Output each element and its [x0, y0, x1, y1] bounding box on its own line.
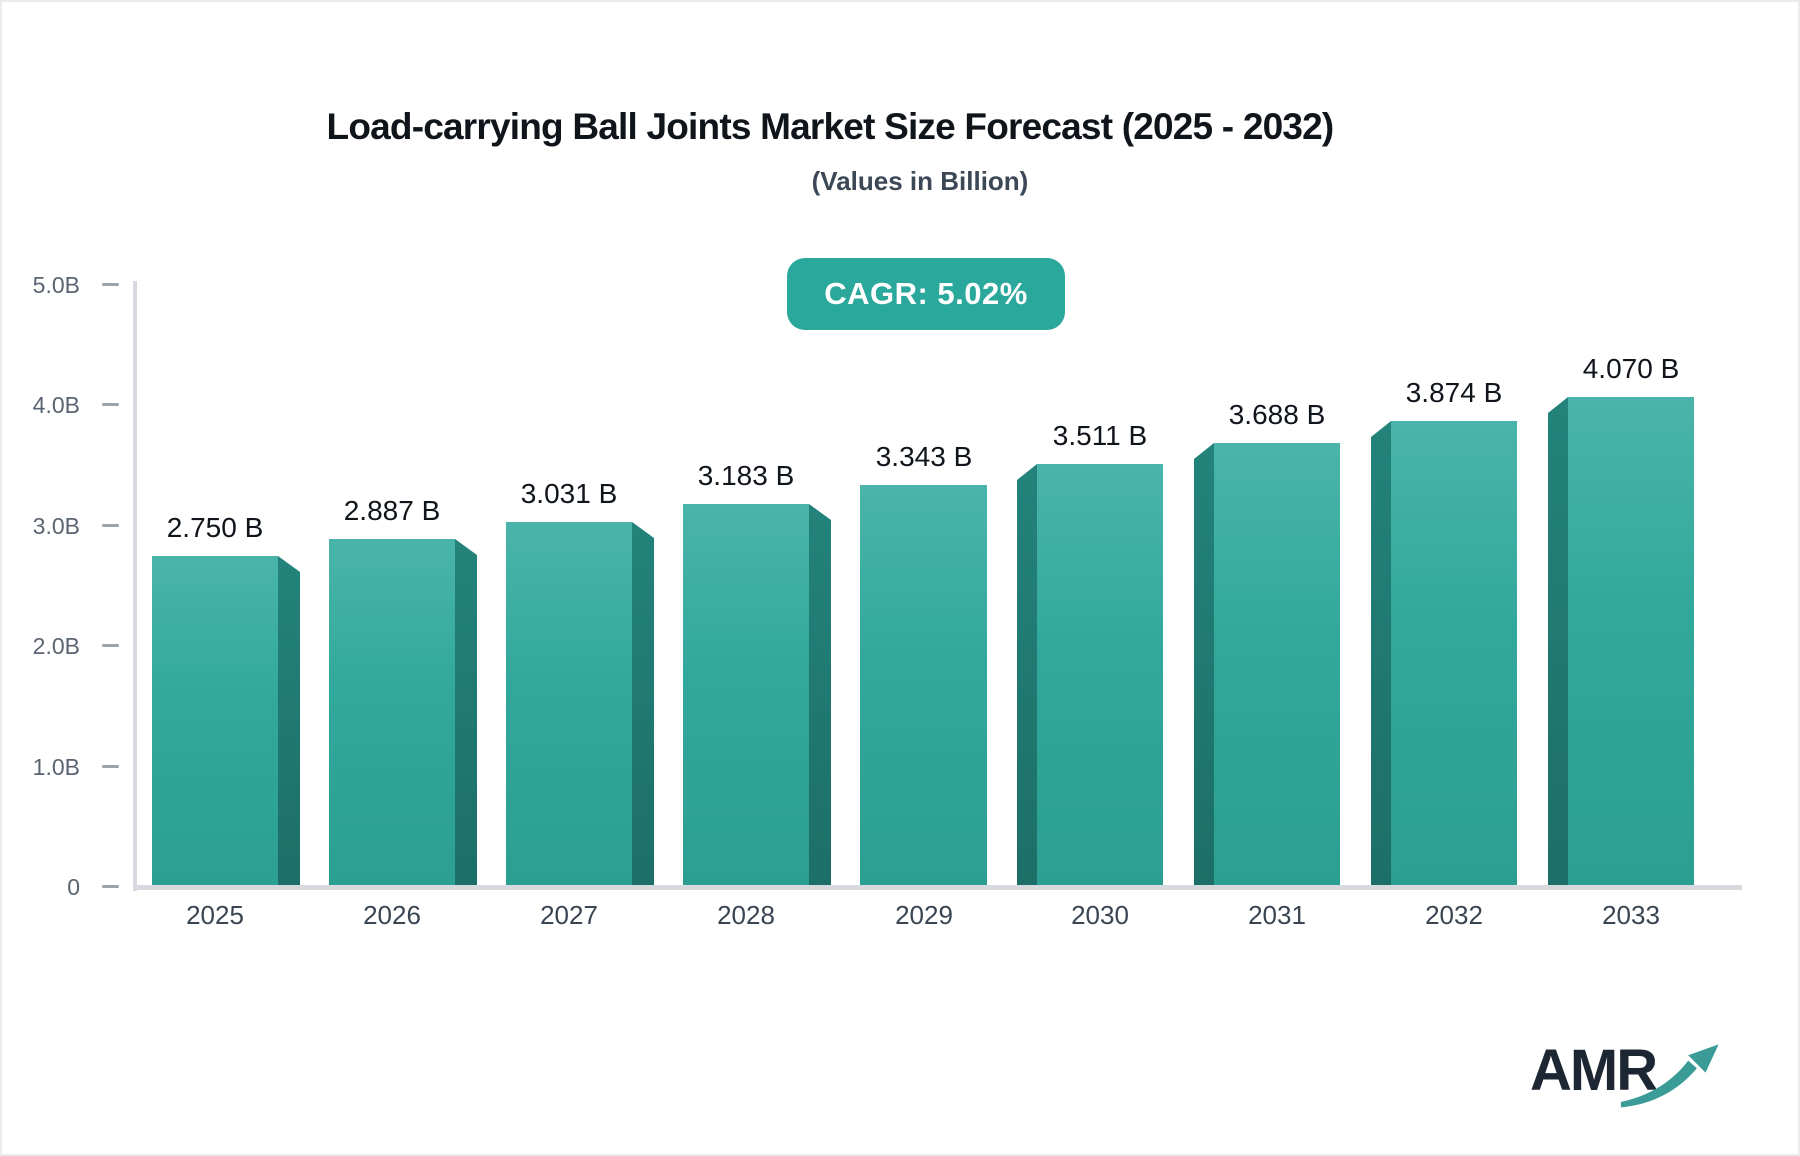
bar-value-label: 3.874 B	[1405, 377, 1503, 408]
bar-2028-side-face	[809, 504, 831, 887]
bar-value-label: 3.343 B	[875, 441, 973, 472]
bar-value-label: 3.183 B	[697, 460, 795, 491]
y-axis-tick-mark	[102, 403, 119, 407]
x-axis-year-label: 2032	[1425, 900, 1483, 930]
amr-logo: AMR	[1530, 1036, 1730, 1120]
bar-2027	[506, 522, 632, 887]
bar-2031	[1214, 443, 1340, 887]
bar-2033-side-face	[1548, 397, 1568, 887]
amr-logo-text: AMR	[1530, 1038, 1658, 1103]
x-axis-year-label: 2026	[363, 900, 421, 930]
page-subtitle: (Values in Billion)	[811, 166, 1029, 196]
bar-2025-side-face	[278, 556, 300, 887]
bar-2030	[1037, 464, 1163, 887]
bar-value-label: 3.688 B	[1228, 399, 1326, 430]
x-axis-year-label: 2033	[1602, 900, 1660, 930]
x-axis-year-label: 2030	[1071, 900, 1129, 930]
y-axis-tick-mark	[102, 644, 119, 648]
y-axis-tick-label: 0	[67, 874, 80, 900]
x-axis-year-label: 2025	[186, 900, 244, 930]
growth-arrow-icon	[1620, 1044, 1719, 1108]
bar-value-label: 2.750 B	[166, 512, 264, 543]
y-axis-tick-label: 4.0B	[32, 392, 80, 419]
y-axis-tick-label: 3.0B	[32, 512, 80, 539]
x-axis-line	[133, 885, 1742, 890]
bar-2030-side-face	[1017, 464, 1037, 887]
bar-2031-side-face	[1194, 443, 1214, 887]
bar-2032-side-face	[1371, 421, 1391, 887]
cagr-badge: CAGR: 5.02%	[787, 258, 1065, 330]
y-axis-tick-label: 1.0B	[32, 753, 80, 780]
y-axis-tick-mark	[102, 523, 119, 527]
bar-value-label: 4.070 B	[1582, 353, 1680, 384]
bar-2032	[1391, 421, 1517, 887]
bar-2029	[860, 485, 987, 887]
bar-value-label: 3.511 B	[1052, 420, 1148, 451]
y-axis-tick-label: 2.0B	[32, 633, 80, 660]
bar-2028	[683, 504, 809, 887]
cagr-badge-label: CAGR: 5.02%	[824, 276, 1028, 311]
x-axis-year-label: 2027	[540, 900, 598, 930]
bar-2025	[152, 556, 278, 887]
y-axis-tick-label: 5.0B	[32, 272, 80, 298]
y-axis-line	[133, 281, 137, 891]
x-axis-year-label: 2031	[1248, 900, 1306, 930]
bar-2026	[329, 539, 455, 887]
y-axis-tick-mark	[102, 885, 119, 888]
bar-value-label: 3.031 B	[520, 478, 618, 509]
y-axis-tick-mark	[102, 283, 119, 286]
bar-value-label: 2.887 B	[343, 495, 441, 526]
x-axis-year-label: 2029	[895, 900, 953, 930]
bar-2027-side-face	[632, 522, 654, 887]
y-axis-tick-mark	[102, 764, 119, 768]
bar-2033	[1568, 397, 1694, 887]
bar-2026-side-face	[455, 539, 477, 887]
page-title: Load-carrying Ball Joints Market Size Fo…	[326, 106, 1335, 147]
x-axis-year-label: 2028	[717, 900, 775, 930]
